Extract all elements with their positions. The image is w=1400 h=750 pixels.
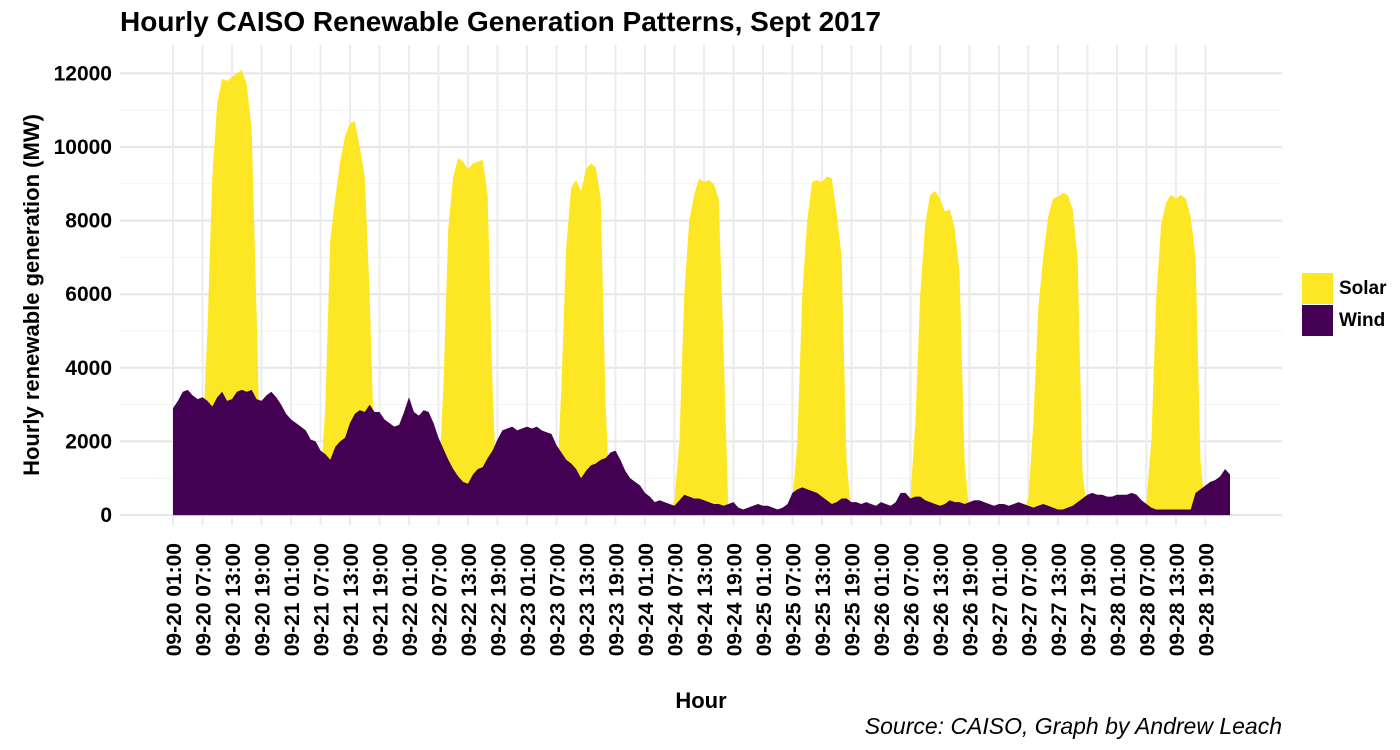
x-tick-label: 09-24 07:00 (664, 543, 687, 656)
legend-label-solar: Solar (1339, 277, 1387, 299)
x-tick-label: 09-21 01:00 (281, 543, 304, 656)
x-tick-label: 09-25 13:00 (812, 543, 835, 656)
x-axis-label: Hour (675, 688, 727, 713)
x-tick-label: 09-20 13:00 (222, 543, 245, 656)
legend-item-wind[interactable]: Wind (1302, 304, 1387, 337)
x-tick-label: 09-21 13:00 (340, 543, 363, 656)
y-tick-label: 8000 (65, 210, 112, 233)
area-wind (173, 389, 1230, 515)
x-tick-label: 09-28 07:00 (1136, 543, 1159, 656)
x-tick-label: 09-22 07:00 (428, 543, 451, 656)
x-axis-ticks: 09-20 01:00 09-20 07:00 09-20 13:00 09-20 1… (163, 543, 1218, 656)
x-tick-label: 09-27 19:00 (1077, 543, 1100, 656)
y-tick-label: 10000 (54, 136, 112, 159)
legend: Solar Wind (1302, 272, 1387, 336)
x-tick-label: 09-21 07:00 (310, 543, 333, 656)
x-tick-label: 09-25 01:00 (753, 543, 776, 656)
x-tick-label: 09-25 07:00 (782, 543, 805, 656)
x-tick-label: 09-28 19:00 (1195, 543, 1218, 656)
x-tick-label: 09-22 19:00 (487, 543, 510, 656)
x-tick-label: 09-28 01:00 (1107, 543, 1130, 656)
x-tick-label: 09-25 19:00 (841, 543, 864, 656)
x-tick-label: 09-24 13:00 (694, 543, 717, 656)
source-caption: Source: CAISO, Graph by Andrew Leach (864, 713, 1282, 739)
y-tick-label: 4000 (65, 357, 112, 380)
legend-swatch-wind (1302, 305, 1333, 336)
x-tick-label: 09-26 19:00 (959, 543, 982, 656)
x-tick-label: 09-20 01:00 (163, 543, 186, 656)
x-tick-label: 09-24 19:00 (723, 543, 746, 656)
x-tick-label: 09-23 19:00 (605, 543, 628, 656)
x-tick-label: 09-26 01:00 (871, 543, 894, 656)
y-tick-label: 2000 (65, 430, 112, 453)
x-tick-label: 09-26 13:00 (930, 543, 953, 656)
x-tick-label: 09-22 13:00 (458, 543, 481, 656)
chart-title: Hourly CAISO Renewable Generation Patter… (120, 6, 881, 37)
y-tick-label: 0 (100, 504, 112, 527)
y-tick-label: 12000 (54, 62, 112, 85)
x-tick-label: 09-23 07:00 (546, 543, 569, 656)
y-tick-label: 6000 (65, 283, 112, 306)
x-tick-label: 09-24 01:00 (635, 543, 658, 656)
legend-label-wind: Wind (1339, 309, 1386, 331)
x-tick-label: 09-27 07:00 (1018, 543, 1041, 656)
x-tick-label: 09-26 07:00 (900, 543, 923, 656)
x-tick-label: 09-28 13:00 (1166, 543, 1189, 656)
legend-swatch-solar (1302, 273, 1333, 304)
area-solar (173, 69, 1230, 515)
y-axis-ticks: 0 2000 4000 6000 8000 10000 12000 (54, 62, 112, 527)
legend-item-solar[interactable]: Solar (1302, 272, 1387, 305)
x-tick-label: 09-20 07:00 (192, 543, 215, 656)
series-areas (173, 69, 1230, 516)
x-tick-label: 09-22 01:00 (399, 543, 422, 656)
x-tick-label: 09-27 13:00 (1048, 543, 1071, 656)
x-tick-label: 09-20 19:00 (251, 543, 274, 656)
x-tick-label: 09-21 19:00 (369, 543, 392, 656)
x-tick-label: 09-23 01:00 (517, 543, 540, 656)
x-tick-label: 09-23 13:00 (576, 543, 599, 656)
x-tick-label: 09-27 01:00 (989, 543, 1012, 656)
